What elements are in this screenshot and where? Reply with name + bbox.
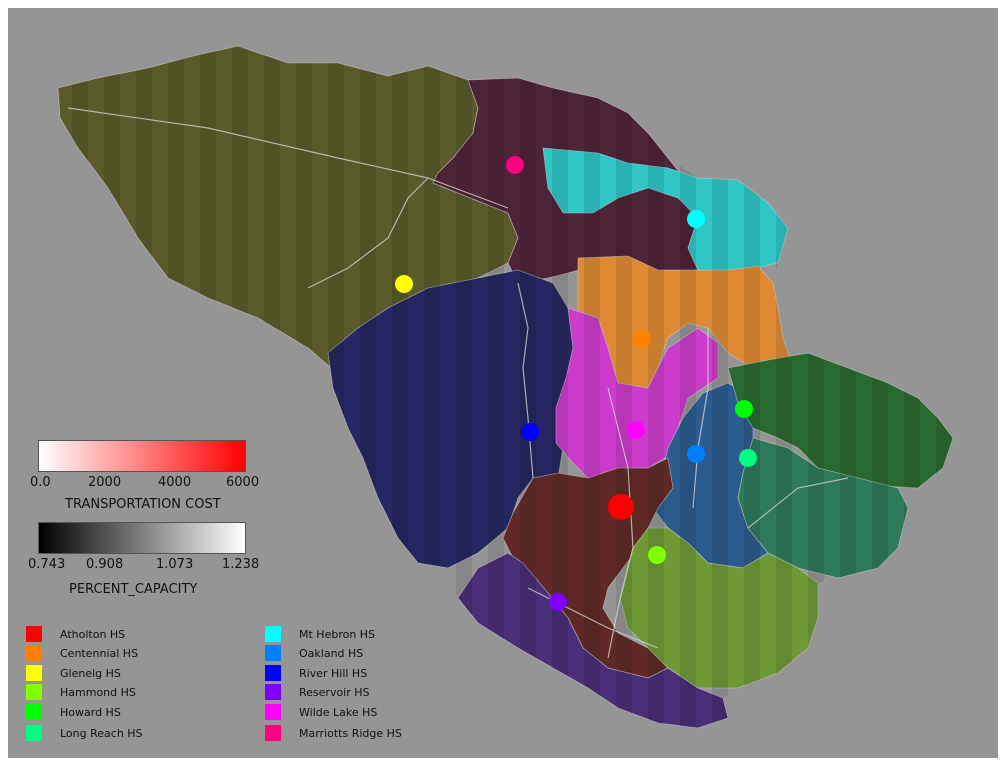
legend-swatch <box>26 704 42 720</box>
school-marker-hammond-hs[interactable] <box>648 546 666 564</box>
legend-swatch <box>265 626 281 642</box>
legend-label: Mt Hebron HS <box>299 627 376 641</box>
legend-label: Marriotts Ridge HS <box>299 726 402 740</box>
legend-label: Long Reach HS <box>60 726 143 740</box>
transportation-tick-2: 4000 <box>158 475 192 490</box>
legend-item: Hammond HS <box>26 683 136 701</box>
capacity-tick-0: 0.743 <box>28 557 66 572</box>
legend-item: River Hill HS <box>265 664 367 682</box>
legend-swatch <box>265 684 281 700</box>
legend-item: Glenelg HS <box>26 664 121 682</box>
legend-swatch <box>26 684 42 700</box>
capacity-tick-1: 0.908 <box>86 557 124 572</box>
school-marker-river-hill-hs[interactable] <box>521 423 539 441</box>
legend-label: Oakland HS <box>299 646 364 660</box>
legend-item: Howard HS <box>26 703 121 721</box>
legend-label: Wilde Lake HS <box>299 705 378 719</box>
school-marker-reservoir-hs[interactable] <box>549 593 567 611</box>
school-marker-marriotts-ridge-hs[interactable] <box>506 156 524 174</box>
transportation-cost-title: TRANSPORTATION COST <box>65 497 221 512</box>
legend-label: Glenelg HS <box>60 666 121 680</box>
legend-swatch <box>26 645 42 661</box>
legend-label: Howard HS <box>60 705 121 719</box>
legend-label: Atholton HS <box>60 627 126 641</box>
school-marker-glenelg-hs[interactable] <box>395 275 413 293</box>
capacity-tick-2: 1.073 <box>156 557 194 572</box>
transportation-tick-0: 0.0 <box>30 475 51 490</box>
legend-label: River Hill HS <box>299 666 368 680</box>
legend-item: Mt Hebron HS <box>265 625 375 643</box>
transportation-tick-3: 6000 <box>226 475 260 490</box>
legend-item: Atholton HS <box>26 625 125 643</box>
legend-swatch <box>26 725 42 741</box>
legend-swatch <box>265 725 281 741</box>
school-marker-mt-hebron-hs[interactable] <box>687 210 705 228</box>
transportation-tick-1: 2000 <box>88 475 122 490</box>
percent-capacity-ramp <box>38 522 246 554</box>
legend-item: Wilde Lake HS <box>265 703 377 721</box>
legend-swatch <box>265 704 281 720</box>
transportation-cost-ramp <box>38 440 246 472</box>
map-frame: 0.0 2000 4000 6000 TRANSPORTATION COST 0… <box>8 8 998 758</box>
legend-swatch <box>265 645 281 661</box>
school-marker-howard-hs[interactable] <box>735 400 753 418</box>
school-marker-centennial-hs[interactable] <box>633 330 651 348</box>
legend-label: Reservoir HS <box>299 685 370 699</box>
legend-item: Long Reach HS <box>26 724 143 742</box>
school-marker-long-reach-hs[interactable] <box>739 449 757 467</box>
legend-swatch <box>265 665 281 681</box>
school-marker-atholton-hs[interactable] <box>608 494 634 520</box>
capacity-tick-3: 1.238 <box>222 557 260 572</box>
capacity-shading <box>58 46 953 728</box>
legend-item: Marriotts Ridge HS <box>265 724 402 742</box>
legend-item: Reservoir HS <box>265 683 370 701</box>
percent-capacity-title: PERCENT_CAPACITY <box>69 582 198 597</box>
school-marker-oakland-hs[interactable] <box>687 445 705 463</box>
legend-label: Centennial HS <box>60 646 139 660</box>
legend-swatch <box>26 626 42 642</box>
legend-label: Hammond HS <box>60 685 136 699</box>
legend-item: Centennial HS <box>26 644 138 662</box>
legend-swatch <box>26 665 42 681</box>
legend-item: Oakland HS <box>265 644 363 662</box>
district-map <box>57 45 954 729</box>
school-marker-wilde-lake-hs[interactable] <box>627 421 645 439</box>
